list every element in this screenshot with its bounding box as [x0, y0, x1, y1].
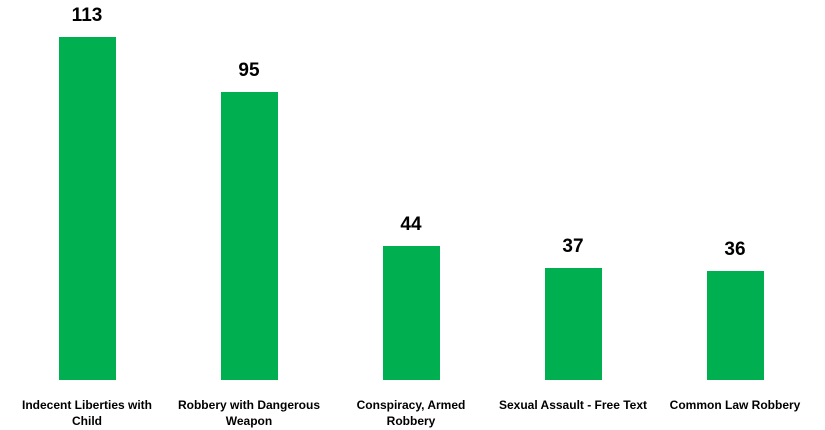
value-label: 44	[400, 214, 422, 236]
bar	[220, 91, 278, 380]
value-label: 37	[562, 235, 584, 257]
bar	[706, 270, 764, 380]
bar	[382, 246, 440, 380]
bar	[58, 37, 116, 380]
value-label: 95	[238, 59, 260, 81]
x-tick-label: Conspiracy, Armed Robbery	[356, 398, 466, 428]
x-tick-label: Indecent Liberties with Child	[21, 398, 153, 428]
x-tick-label: Robbery with Dangerous Weapon	[177, 398, 320, 428]
value-label: 36	[724, 238, 746, 260]
x-tick-label: Sexual Assault - Free Text	[498, 398, 648, 412]
value-label: 113	[71, 5, 103, 26]
x-tick-label: Common Law Robbery	[669, 398, 801, 412]
bar	[544, 267, 602, 380]
